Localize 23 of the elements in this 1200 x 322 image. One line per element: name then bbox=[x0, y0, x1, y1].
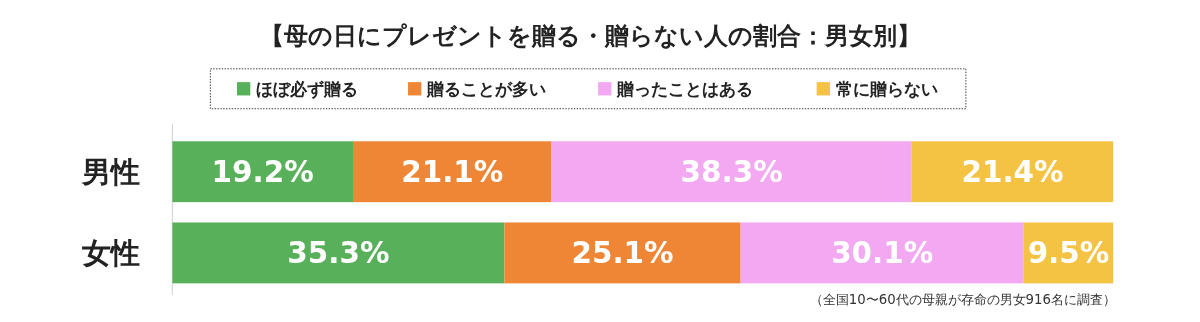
bar bbox=[911, 141, 1114, 203]
annotation: （全国10〜60代の母親が存命の男女916名に調査） bbox=[809, 292, 1117, 308]
y-tick-label: 女性 bbox=[80, 236, 140, 270]
data-label: 9.5% bbox=[1027, 236, 1110, 271]
bar bbox=[504, 222, 741, 284]
data-label: 35.3% bbox=[287, 236, 390, 271]
bar bbox=[172, 222, 505, 284]
data-label: 25.1% bbox=[571, 236, 674, 271]
legend-label: 贈ることが多い bbox=[426, 78, 547, 99]
data-label: 38.3% bbox=[680, 155, 783, 190]
legend-label: ほぼ必ず贈る bbox=[255, 78, 358, 99]
legend-label: 常に贈らない bbox=[835, 78, 938, 99]
bar bbox=[353, 141, 552, 203]
data-label: 21.1% bbox=[401, 155, 504, 190]
y-tick-label: 男性 bbox=[80, 155, 140, 189]
data-label: 19.2% bbox=[211, 155, 314, 190]
bar bbox=[551, 141, 912, 203]
bar bbox=[740, 222, 1024, 284]
chart-title: 【母の日にプレゼントを贈る・贈らない人の割合：男女別】 bbox=[260, 22, 921, 51]
bar bbox=[172, 141, 353, 203]
data-label: 30.1% bbox=[831, 236, 934, 271]
data-label: 21.4% bbox=[961, 155, 1064, 190]
legend-label: 贈ったことはある bbox=[616, 78, 754, 99]
